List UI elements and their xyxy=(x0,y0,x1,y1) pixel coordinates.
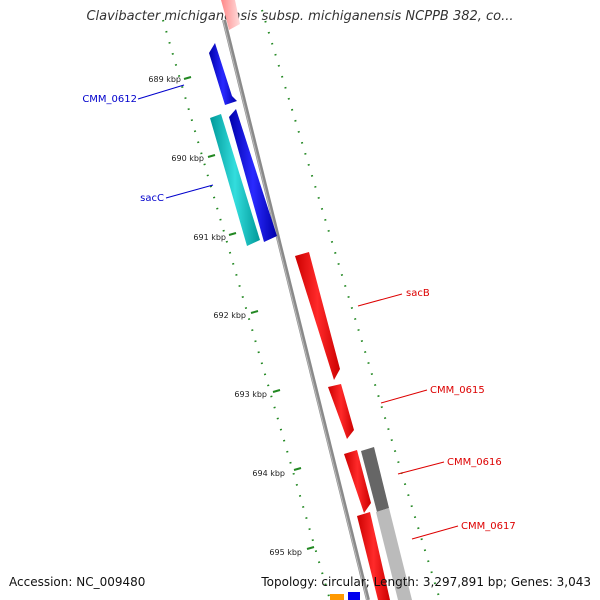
gene-CMM_0615[interactable] xyxy=(328,384,354,439)
gene-label-CMM_0616[interactable]: CMM_0616 xyxy=(447,457,502,468)
hit-light xyxy=(376,508,412,600)
tick-label: 692 kbp xyxy=(213,311,246,320)
genome-summary-text: Topology: circular; Length: 3,297,891 bp… xyxy=(261,575,591,589)
tick-label: 694 kbp xyxy=(252,469,285,478)
gene-label-CMM_0612[interactable]: CMM_0612 xyxy=(82,94,137,105)
label-leaders xyxy=(137,84,459,540)
tick-label: 690 kbp xyxy=(171,154,204,163)
accession-text: Accession: NC_009480 xyxy=(9,575,146,589)
gene-CMM_0617[interactable] xyxy=(357,512,390,600)
tick-label: 689 kbp xyxy=(148,75,181,84)
hit-dark xyxy=(361,447,389,512)
gene-label-CMM_0615[interactable]: CMM_0615 xyxy=(430,385,485,396)
map-title: Clavibacter michiganensis subsp. michiga… xyxy=(86,9,514,24)
tick-label: 695 kbp xyxy=(269,548,302,557)
gene-label-sacC[interactable]: sacC xyxy=(140,193,164,204)
tick-label: 691 kbp xyxy=(193,233,226,242)
backbone-line xyxy=(222,19,370,600)
partial-gene-blue xyxy=(348,592,360,600)
gene-sacC[interactable] xyxy=(210,114,260,246)
tick-marks xyxy=(183,76,315,550)
gene-CMM_0612[interactable] xyxy=(209,43,237,105)
dotted-lanes xyxy=(162,9,441,600)
gene-reverse-unlabeled[interactable] xyxy=(229,109,277,242)
partial-gene-orange xyxy=(330,594,344,600)
tick-label: 693 kbp xyxy=(234,390,267,399)
gene-label-sacB[interactable]: sacB xyxy=(406,288,430,299)
tick-labels: 689 kbp 690 kbp 691 kbp 692 kbp 693 kbp … xyxy=(148,75,302,557)
partial-gene-top xyxy=(221,0,240,30)
gene-labels: CMM_0612 sacC sacB CMM_0615 CMM_0616 CMM… xyxy=(82,94,515,532)
backbone-line-highlight xyxy=(222,19,368,600)
gene-label-CMM_0617[interactable]: CMM_0617 xyxy=(461,521,516,532)
gene-sacB[interactable] xyxy=(295,252,340,380)
gene-CMM_0616[interactable] xyxy=(344,450,371,513)
